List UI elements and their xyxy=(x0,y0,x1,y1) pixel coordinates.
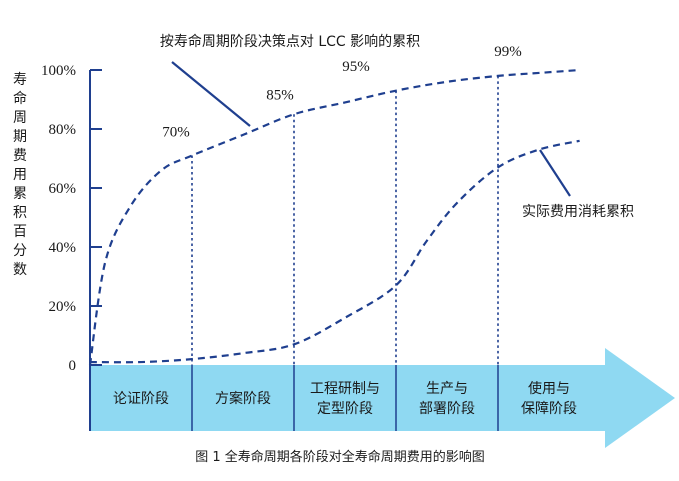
milestone-label: 70% xyxy=(162,125,190,141)
stage-label: 生产与部署阶段 xyxy=(419,381,475,417)
y-axis-label-char: 数 xyxy=(13,262,27,278)
milestone-label: 99% xyxy=(494,44,522,60)
y-axis-label-char: 累 xyxy=(13,186,27,202)
title-leader-line xyxy=(171,61,251,127)
stage-label: 工程研制与定型阶段 xyxy=(310,381,380,417)
y-tick-label: 20% xyxy=(49,299,77,315)
stage-divider-layer xyxy=(191,75,499,365)
y-axis-label-char: 用 xyxy=(13,167,27,183)
y-axis-label-char: 积 xyxy=(13,205,27,221)
y-tick-label: 0 xyxy=(69,358,77,374)
series-label-actual-cost: 实际费用消耗累积 xyxy=(522,204,634,220)
chart-title: 按寿命周期阶段决策点对 LCC 影响的累积 xyxy=(160,33,420,50)
y-tick-label: 100% xyxy=(41,63,76,79)
y-axis-label-char: 寿 xyxy=(13,71,27,88)
series-layer xyxy=(88,61,580,366)
stage-label: 使用与保障阶段 xyxy=(521,380,577,417)
stage-label: 方案阶段 xyxy=(215,390,271,407)
y-tick-label: 60% xyxy=(49,181,77,197)
milestone-label: 85% xyxy=(266,87,294,103)
stage-arrow xyxy=(90,348,675,448)
y-axis-label-char: 百 xyxy=(13,224,27,240)
y-axis-label-char: 期 xyxy=(13,129,27,145)
figure-caption: 图 1 全寿命周期各阶段对全寿命周期费用的影响图 xyxy=(195,449,485,465)
actual-cost-leader-line xyxy=(539,149,571,197)
stage-arrow-layer xyxy=(90,348,675,448)
y-tick-label: 40% xyxy=(49,240,77,256)
stage-label: 论证阶段 xyxy=(113,391,169,407)
series-line-lcc-decision xyxy=(88,68,580,366)
y-axis-label-char: 命 xyxy=(13,90,27,107)
text-layer: 按寿命周期阶段决策点对 LCC 影响的累积 图 1 全寿命周期各阶段对全寿命周期… xyxy=(13,33,634,465)
milestone-label: 95% xyxy=(342,59,370,75)
y-axis-label-char: 周 xyxy=(13,110,27,126)
y-tick-label: 80% xyxy=(49,122,77,138)
series-line-actual-cost xyxy=(89,139,580,364)
y-axis-label-char: 费 xyxy=(13,148,27,164)
y-axis-label-char: 分 xyxy=(13,243,27,259)
axis-layer xyxy=(89,69,102,431)
